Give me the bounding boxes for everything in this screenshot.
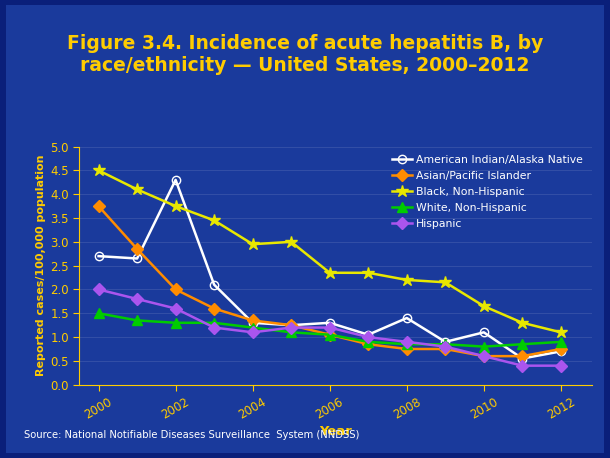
X-axis label: Year: Year bbox=[319, 425, 352, 438]
Text: Figure 3.4. Incidence of acute hepatitis B, by
race/ethnicity — United States, 2: Figure 3.4. Incidence of acute hepatitis… bbox=[67, 34, 543, 76]
Text: Source: National Notifiable Diseases Surveillance  System (NNDSS): Source: National Notifiable Diseases Sur… bbox=[24, 430, 360, 440]
Y-axis label: Reported cases/100,000 population: Reported cases/100,000 population bbox=[36, 155, 46, 376]
Legend: American Indian/Alaska Native, Asian/Pacific Islander, Black, Non-Hispanic, Whit: American Indian/Alaska Native, Asian/Pac… bbox=[389, 152, 586, 232]
